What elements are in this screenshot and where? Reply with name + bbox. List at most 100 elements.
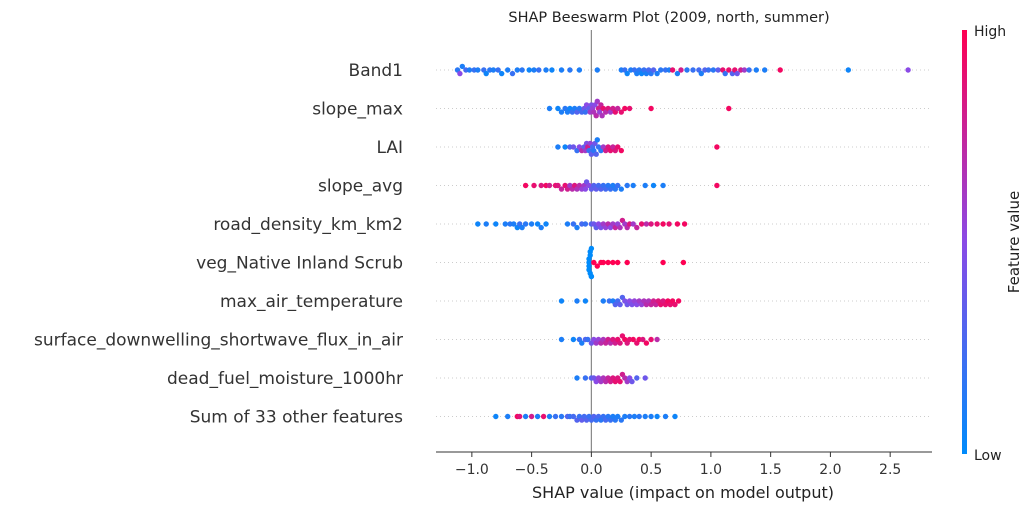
shap-point: [594, 263, 600, 269]
colorbar-low-label: Low: [974, 448, 1002, 464]
shap-point: [522, 182, 529, 189]
shap-point: [517, 413, 523, 420]
shap-point: [605, 259, 611, 266]
shap-point: [615, 105, 621, 112]
x-tick-label: −0.5: [515, 462, 549, 478]
shap-point: [648, 336, 654, 343]
shap-point: [672, 301, 678, 308]
shap-point: [615, 182, 621, 189]
feature-label: Sum of 33 other features: [190, 408, 403, 428]
shap-point: [457, 70, 463, 77]
shap-point: [531, 182, 537, 189]
shap-point: [514, 67, 520, 73]
shap-point: [624, 259, 630, 266]
shap-point: [570, 413, 577, 420]
shap-point: [618, 109, 624, 115]
feature-label: slope_avg: [318, 177, 403, 197]
shap-point: [710, 67, 716, 73]
feature-label: max_air_temperature: [220, 292, 403, 312]
shap-point: [684, 67, 690, 73]
shap-point: [654, 413, 660, 420]
shap-point: [574, 375, 580, 381]
shap-point: [734, 70, 740, 77]
shap-point: [475, 221, 481, 227]
feature-label: LAI: [376, 138, 403, 158]
shap-point: [493, 413, 499, 420]
shap-point: [630, 336, 636, 343]
colorbar-label: Feature value: [1005, 191, 1023, 293]
shap-point: [666, 221, 672, 227]
shap-point: [538, 224, 544, 231]
feature-label: veg_Native Inland Scrub: [196, 254, 403, 274]
shap-point: [777, 67, 783, 73]
shap-point: [483, 70, 489, 77]
shap-point: [674, 70, 681, 77]
shap-point: [654, 336, 660, 343]
shap-point: [531, 67, 537, 73]
shap-point: [528, 221, 535, 227]
shap-point: [648, 221, 654, 227]
feature-label: road_density_km_km2: [213, 215, 403, 235]
shap-point: [490, 67, 497, 73]
shap-point: [585, 336, 591, 343]
shap-point: [594, 137, 600, 143]
shap-point: [630, 182, 636, 189]
x-tick-label: 2.5: [879, 462, 901, 478]
shap-point: [562, 144, 568, 150]
shap-point: [528, 413, 535, 420]
shap-point: [591, 259, 597, 266]
shap-point: [669, 67, 676, 73]
shap-point: [626, 413, 633, 420]
x-tick-label: 1.0: [700, 462, 722, 478]
shap-point: [615, 413, 621, 420]
shap-point: [624, 182, 630, 189]
shap-point: [642, 413, 648, 420]
shap-point: [640, 336, 646, 343]
shap-point: [555, 105, 561, 112]
shap-point: [905, 67, 911, 73]
shap-point: [509, 70, 516, 77]
shap-point: [582, 221, 589, 227]
shap-point: [634, 224, 640, 231]
shap-point: [519, 67, 525, 73]
shap-point: [714, 182, 720, 189]
shap-point: [570, 221, 577, 227]
shap-point: [519, 224, 525, 231]
shap-point: [615, 259, 621, 266]
shap-point: [615, 144, 621, 150]
shap-point: [574, 298, 580, 304]
shap-point: [483, 221, 489, 227]
feature-rows: Band1 slope_max LAI slope_avg road_density_k…: [34, 61, 932, 428]
shap-point: [660, 259, 666, 266]
shap-point: [642, 375, 648, 381]
shap-point: [618, 417, 624, 423]
shap-point: [675, 298, 682, 304]
shap-point: [558, 336, 565, 343]
shap-point: [502, 221, 508, 227]
shap-point: [643, 340, 650, 346]
shap-point: [705, 67, 712, 73]
shap-point: [660, 221, 666, 227]
shap-point: [588, 273, 595, 280]
shap-point: [672, 413, 678, 420]
chart-title: SHAP Beeswarm Plot (2009, north, summer): [508, 10, 829, 26]
shap-point: [658, 67, 664, 73]
shap-point: [549, 67, 555, 73]
shap-point: [618, 147, 624, 154]
shap-point: [582, 375, 589, 381]
shap-point: [629, 378, 635, 385]
x-tick-label: −1.0: [455, 462, 489, 478]
shap-point: [522, 221, 529, 227]
shap-point: [546, 413, 553, 420]
colorbar: [962, 30, 967, 454]
shap-point: [600, 259, 606, 266]
x-tick-label: 0.5: [640, 462, 662, 478]
shap-point: [624, 70, 630, 77]
shap-point: [505, 67, 511, 73]
shap-point: [600, 298, 606, 304]
shap-point: [546, 182, 553, 189]
shap-point: [681, 221, 688, 227]
shap-point: [634, 375, 640, 381]
shap-point: [579, 340, 585, 346]
